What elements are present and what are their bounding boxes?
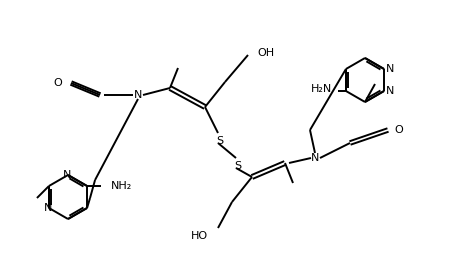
Text: NH₂: NH₂ bbox=[111, 181, 132, 191]
Text: HO: HO bbox=[191, 231, 208, 241]
Text: N: N bbox=[63, 170, 71, 180]
Text: S: S bbox=[234, 161, 241, 171]
Text: H₂N: H₂N bbox=[311, 84, 332, 94]
Text: N: N bbox=[386, 64, 394, 74]
Text: N: N bbox=[44, 203, 52, 213]
Text: N: N bbox=[134, 90, 142, 100]
Text: O: O bbox=[53, 78, 62, 88]
Text: OH: OH bbox=[257, 48, 274, 58]
Text: O: O bbox=[394, 125, 403, 135]
Text: S: S bbox=[217, 136, 224, 146]
Text: N: N bbox=[311, 153, 319, 163]
Text: N: N bbox=[386, 86, 394, 96]
